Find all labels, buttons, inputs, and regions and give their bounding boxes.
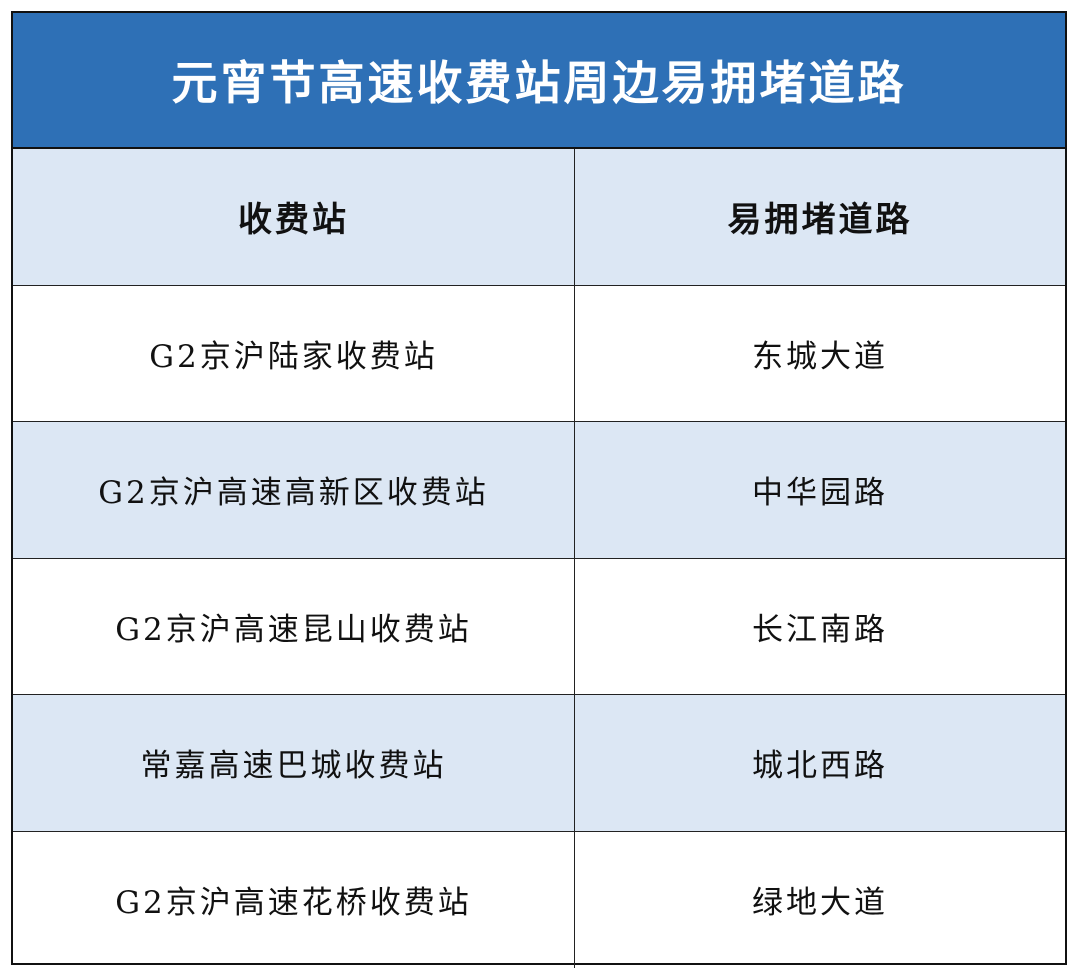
header-congested-road: 易拥堵道路: [727, 200, 913, 241]
road-cell: 中华园路: [752, 475, 888, 512]
road-cell: 东城大道: [752, 338, 888, 375]
road-cell: 城北西路: [752, 748, 888, 785]
toll-station-cell: G2京沪高速昆山收费站: [13, 558, 575, 694]
table-row: G2京沪高速花桥收费站 绿地大道: [13, 831, 1065, 968]
road-cell: 长江南路: [752, 611, 888, 648]
table-row: 常嘉高速巴城收费站 城北西路: [13, 695, 1065, 832]
table-row: G2京沪高速高新区收费站 中华园路: [13, 422, 1065, 559]
toll-station-cell: G2京沪高速花桥收费站: [13, 831, 575, 968]
table-title: 元宵节高速收费站周边易拥堵道路: [13, 13, 1065, 149]
toll-station-cell: G2京沪高速高新区收费站: [13, 422, 575, 558]
header-row: 收费站 易拥堵道路: [13, 149, 1065, 286]
table-row: G2京沪高速昆山收费站 长江南路: [13, 558, 1065, 695]
congestion-table: 元宵节高速收费站周边易拥堵道路 收费站 易拥堵道路 G2京沪陆家收费站 东城大道…: [11, 11, 1067, 968]
table-row: G2京沪陆家收费站 东城大道: [13, 285, 1065, 422]
header-toll-station: 收费站: [13, 149, 575, 285]
toll-station-cell: G2京沪陆家收费站: [13, 285, 575, 421]
road-cell: 绿地大道: [752, 885, 888, 922]
toll-station-cell: 常嘉高速巴城收费站: [13, 695, 575, 831]
